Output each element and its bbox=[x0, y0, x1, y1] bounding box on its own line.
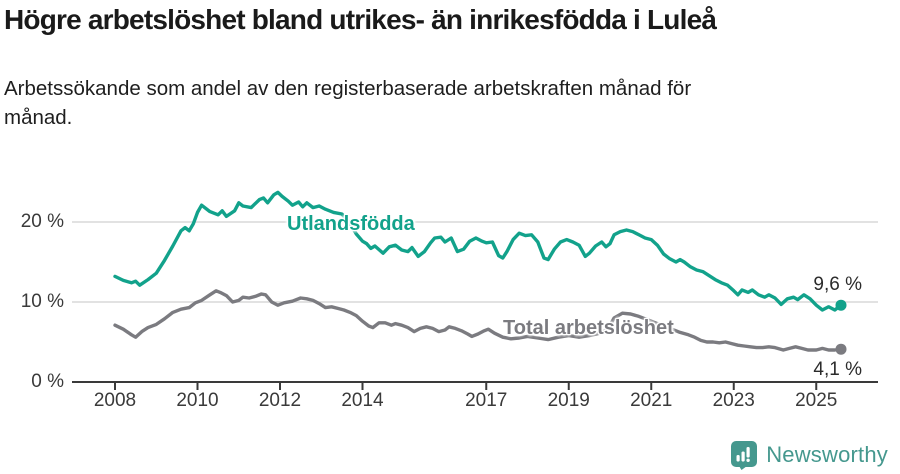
x-tick-label: 2014 bbox=[341, 390, 384, 411]
series-end-dot-0 bbox=[835, 299, 847, 311]
series-label-utlandsfodda: Utlandsfödda bbox=[287, 213, 415, 235]
series-line-1 bbox=[113, 289, 843, 352]
end-value-label-utlandsfodda: 9,6 % bbox=[813, 274, 862, 295]
x-tick-label: 2019 bbox=[547, 390, 590, 411]
x-tick-label: 2023 bbox=[712, 390, 755, 411]
y-tick-label: 10 % bbox=[20, 291, 64, 312]
newsworthy-logo: Newsworthy bbox=[730, 440, 888, 470]
x-tick-label: 2017 bbox=[465, 390, 508, 411]
y-tick-label: 20 % bbox=[20, 211, 64, 232]
x-tick-label: 2010 bbox=[176, 390, 219, 411]
chart-title: Högre arbetslöshet bland utrikes- än inr… bbox=[4, 4, 717, 35]
series-label-total-arbetsloshet: Total arbetslöshet bbox=[503, 317, 674, 339]
x-tick-label: 2008 bbox=[93, 390, 137, 411]
speech-bubble-bar-chart-icon bbox=[731, 441, 758, 470]
chart-subtitle: Arbetssökande som andel av den registerb… bbox=[4, 77, 692, 130]
y-tick-label: 0 % bbox=[31, 371, 64, 392]
series-line-0 bbox=[113, 190, 843, 312]
x-tick-label: 2025 bbox=[795, 390, 838, 411]
series-end-dot-1 bbox=[835, 343, 847, 355]
end-value-label-total: 4,1 % bbox=[813, 359, 862, 380]
brand-name: Newsworthy bbox=[766, 442, 888, 467]
x-tick-label: 2012 bbox=[258, 390, 302, 411]
x-tick-label: 2021 bbox=[630, 390, 673, 411]
